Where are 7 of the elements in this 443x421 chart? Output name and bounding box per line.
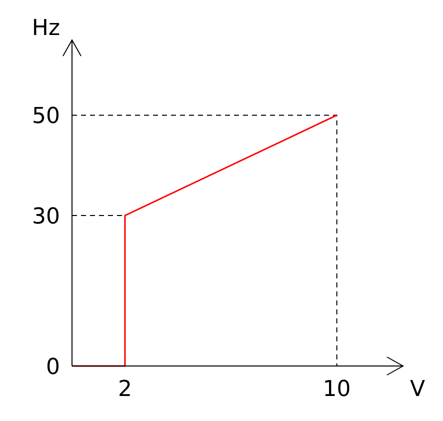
- y-axis-title: Hz: [32, 16, 60, 41]
- y-tick-label: 30: [32, 204, 60, 230]
- x-axis-title: V: [410, 377, 426, 402]
- y-tick-label: 0: [46, 355, 60, 380]
- y-tick-label: 50: [32, 104, 60, 130]
- x-tick-label: 10: [322, 377, 351, 402]
- x-tick-label: 2: [118, 377, 132, 402]
